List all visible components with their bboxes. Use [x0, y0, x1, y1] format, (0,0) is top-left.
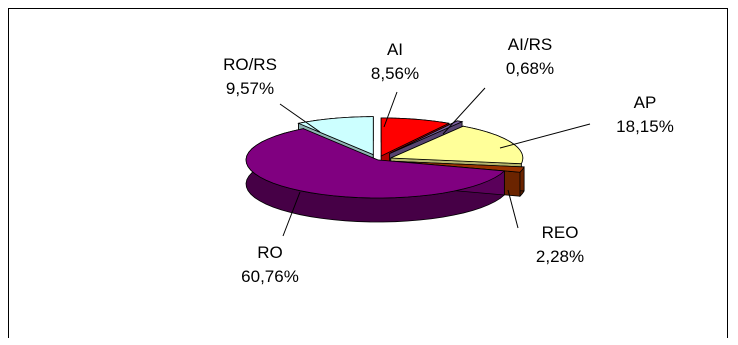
slice-percent-label: 2,28% — [536, 247, 584, 266]
slice-percent-label: 9,57% — [226, 79, 274, 98]
leader-line — [507, 189, 519, 229]
slice-name-label: REO — [542, 223, 579, 242]
chart-area — [8, 8, 728, 338]
leader-line — [279, 103, 321, 133]
slice-percent-label: 60,76% — [241, 267, 299, 286]
leader-line — [383, 91, 398, 128]
leader-line — [282, 191, 301, 237]
slice-percent-label: 8,56% — [371, 64, 419, 83]
pie-slice-ro — [245, 128, 506, 223]
slice-percent-label: 0,68% — [506, 59, 554, 78]
slice-name-label: RO/RS — [223, 55, 277, 74]
slice-name-label: AI — [387, 40, 403, 59]
slice-name-label: RO — [257, 243, 283, 262]
leader-line — [442, 87, 486, 135]
slice-percent-label: 18,15% — [616, 117, 674, 136]
leader-line — [499, 123, 591, 149]
slice-name-label: AP — [634, 93, 657, 112]
slice-name-label: AI/RS — [508, 35, 552, 54]
